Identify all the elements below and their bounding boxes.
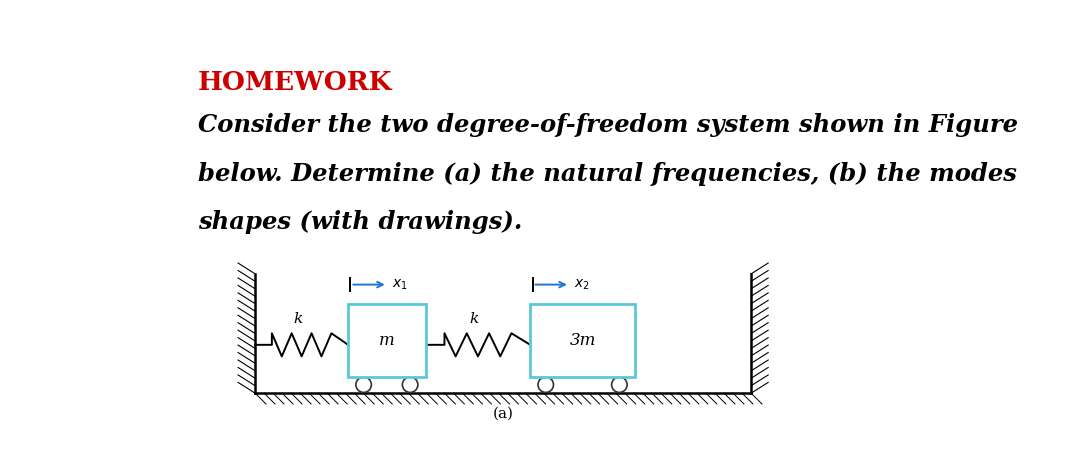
Text: below. Determine (a) the natural frequencies, (b) the modes: below. Determine (a) the natural frequen… [198, 162, 1016, 186]
Text: $x_1$: $x_1$ [392, 277, 408, 292]
Text: Consider the two degree-of-freedom system shown in Figure: Consider the two degree-of-freedom syste… [198, 113, 1017, 137]
Bar [348, 304, 426, 377]
Text: m: m [379, 332, 395, 349]
Text: $x_2$: $x_2$ [575, 277, 590, 292]
Text: 3m: 3m [569, 332, 596, 349]
Text: k: k [293, 312, 302, 326]
Text: shapes (with drawings).: shapes (with drawings). [198, 210, 522, 234]
Bar [530, 304, 635, 377]
Text: (a): (a) [492, 407, 514, 421]
Text: HOMEWORK: HOMEWORK [198, 70, 392, 95]
Text: k: k [470, 312, 478, 326]
